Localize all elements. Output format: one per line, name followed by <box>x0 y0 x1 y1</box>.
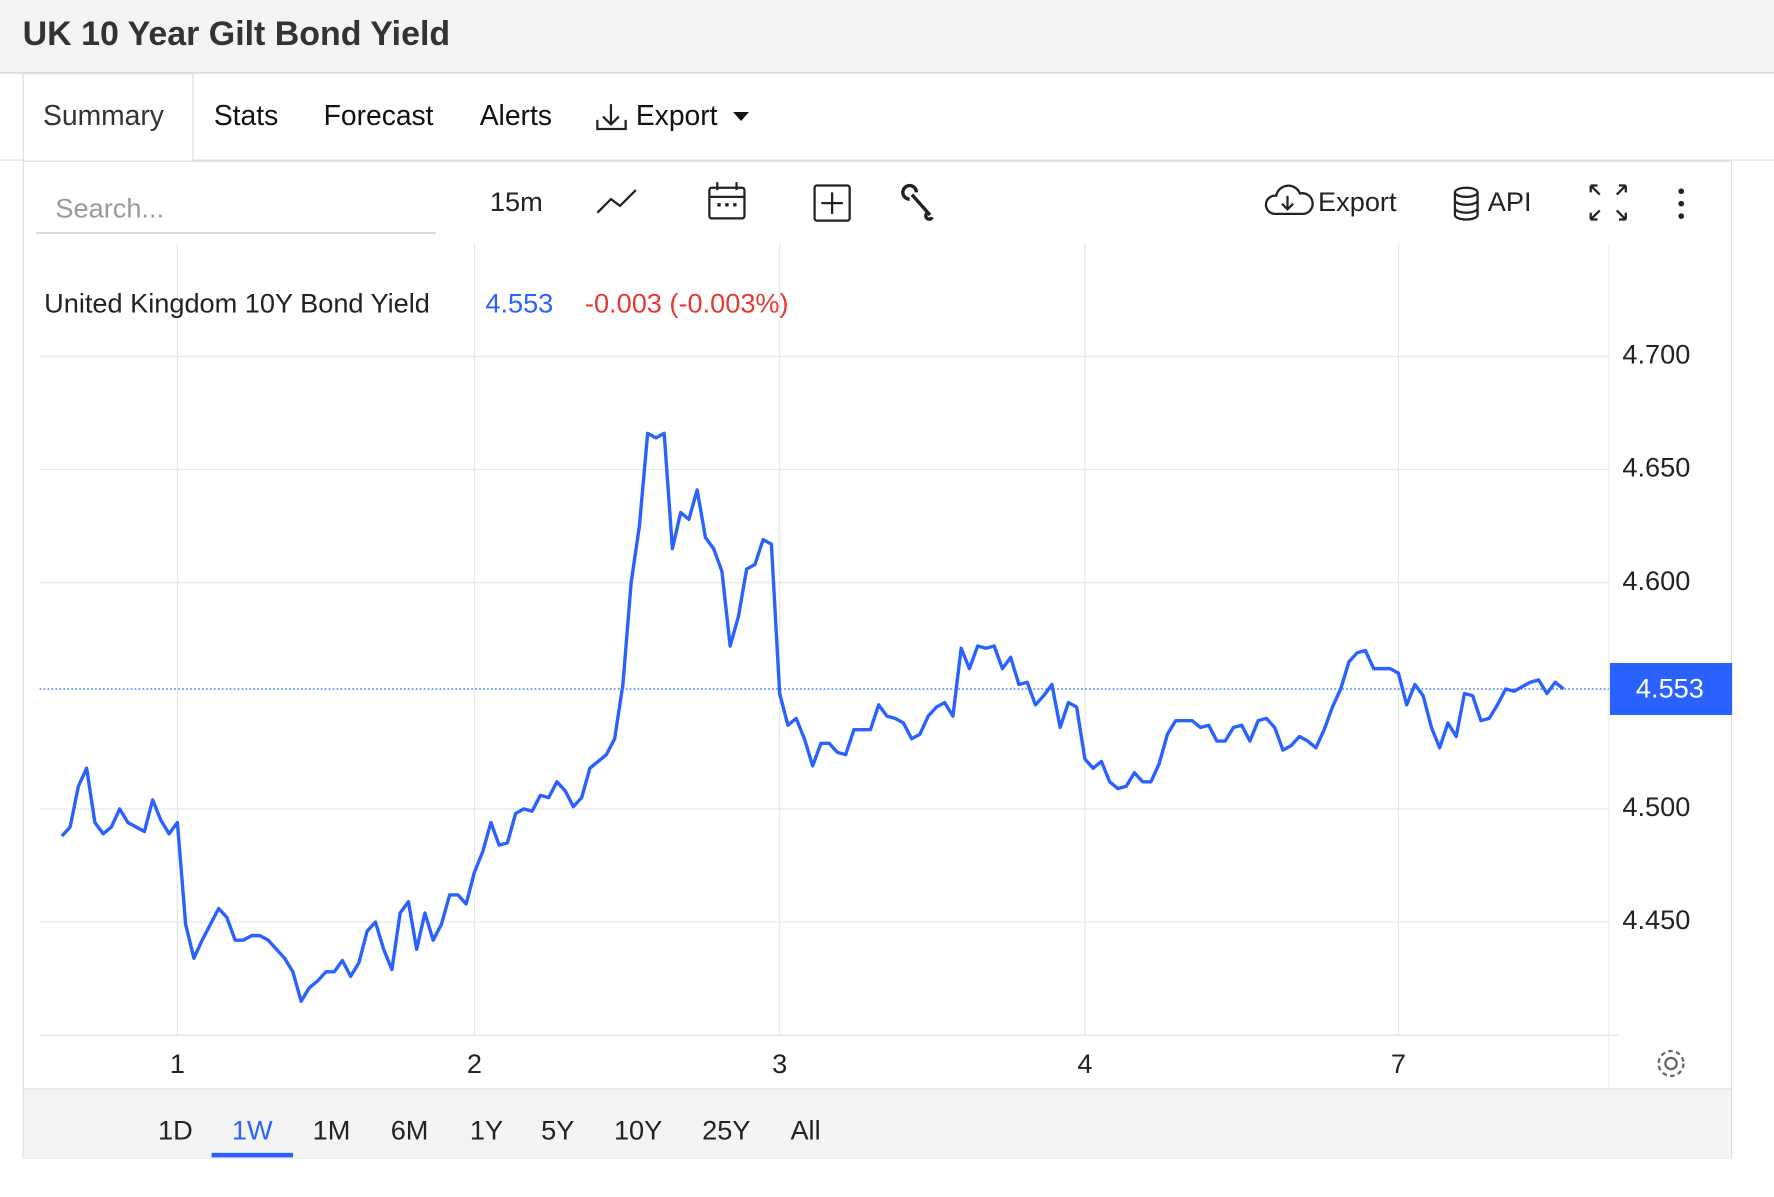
download-icon <box>596 104 627 131</box>
api-button[interactable]: API <box>1488 186 1532 217</box>
add-indicator-icon[interactable] <box>813 184 851 222</box>
range-button[interactable]: 5Y <box>541 1115 574 1146</box>
dropdown-arrow <box>733 112 749 122</box>
tab[interactable]: Forecast <box>324 99 434 131</box>
range-button[interactable]: 1M <box>313 1115 351 1146</box>
y-tick-label: 4.500 <box>1622 791 1690 822</box>
interval-button[interactable]: 15m <box>490 186 543 217</box>
settings-icon[interactable] <box>1657 1049 1685 1078</box>
range-button[interactable]: 10Y <box>614 1115 662 1146</box>
tab[interactable]: Export <box>636 99 718 131</box>
plot: 4.450 4.500 4.600 4.650 4.700 1 2 3 4 7 4.553 <box>39 243 1733 1089</box>
header-bg <box>0 0 1774 73</box>
tab[interactable]: Summary <box>43 99 165 131</box>
range-bar <box>23 1088 1731 1158</box>
more-icon[interactable] <box>1678 188 1685 219</box>
legend-series-name: United Kingdom 10Y Bond Yield <box>44 288 430 319</box>
range-buttons: 1D 1W 1M 6M 1Y 5Y 10Y 25Y All <box>158 1115 821 1158</box>
y-tick-label: 4.450 <box>1622 904 1690 935</box>
range-button[interactable]: 25Y <box>702 1115 750 1146</box>
y-tick-label: 4.600 <box>1622 565 1690 596</box>
last-value-label: 4.553 <box>1636 672 1704 703</box>
x-tick-label: 3 <box>772 1048 787 1079</box>
x-tick-label: 2 <box>467 1048 482 1079</box>
page-title: UK 10 Year Gilt Bond Yield <box>23 15 450 53</box>
cloud-icon <box>1264 184 1314 215</box>
last-value-box <box>1609 662 1733 716</box>
active-tab <box>22 72 194 161</box>
chart-type-icon[interactable] <box>596 189 637 214</box>
tools-icon[interactable] <box>901 183 934 221</box>
tab[interactable]: Stats <box>214 99 278 131</box>
database-icon <box>1453 186 1479 221</box>
range-underline <box>211 1152 294 1158</box>
range-button[interactable]: 1D <box>158 1115 193 1146</box>
legend-value: 4.553 <box>485 288 553 319</box>
range-button[interactable]: 1Y <box>470 1115 503 1146</box>
tab[interactable]: Alerts <box>480 99 552 131</box>
x-tick-label: 1 <box>170 1048 185 1079</box>
range-button[interactable]: All <box>790 1115 820 1146</box>
y-tick-label: 4.700 <box>1622 339 1690 370</box>
x-tick-label: 7 <box>1391 1048 1406 1079</box>
series-line <box>60 431 1565 1003</box>
y-tick-label: 4.650 <box>1622 452 1690 483</box>
export-button[interactable]: Export <box>1318 186 1397 217</box>
calendar-icon[interactable] <box>708 182 746 220</box>
search-input[interactable]: Search... <box>55 193 164 224</box>
range-button[interactable]: 1W <box>232 1115 273 1146</box>
fullscreen-icon[interactable] <box>1589 184 1627 221</box>
x-tick-label: 4 <box>1077 1048 1092 1079</box>
legend-change: -0.003 (-0.003%) <box>585 288 789 319</box>
range-button[interactable]: 6M <box>391 1115 429 1146</box>
